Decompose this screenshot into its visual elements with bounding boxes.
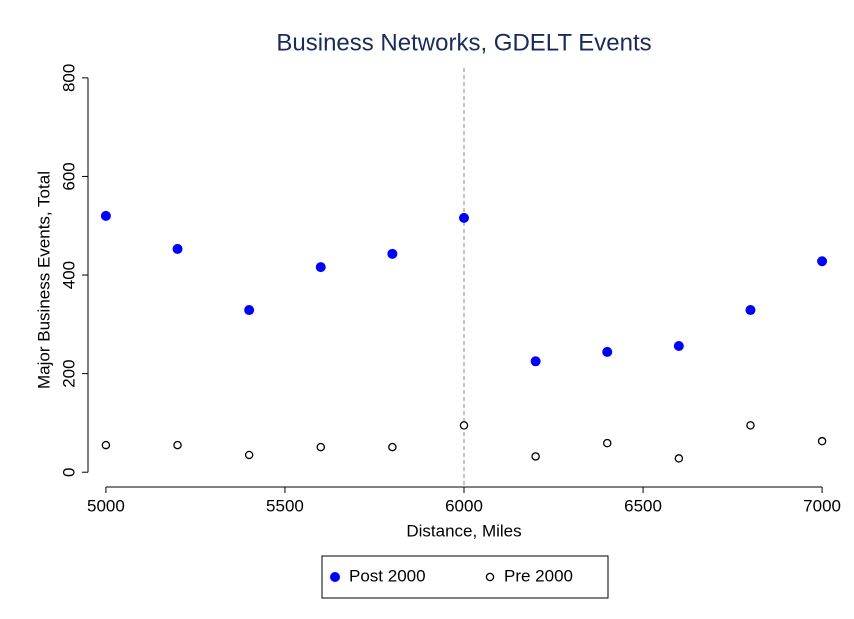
legend-marker (330, 572, 340, 582)
point (172, 243, 183, 254)
x-tick-label: 7000 (803, 496, 841, 515)
point (101, 440, 111, 450)
point (746, 421, 755, 430)
legend-box (321, 555, 609, 599)
x-tick-label: 5500 (266, 496, 304, 515)
x-tick-label: 6000 (445, 496, 483, 515)
point (459, 212, 469, 223)
point (244, 450, 254, 460)
point (173, 440, 182, 450)
point (817, 436, 827, 446)
point (602, 438, 612, 448)
x-tick-label: 5000 (87, 496, 125, 515)
y-axis-label: Major Business Events, Total (34, 171, 53, 389)
y-tick-label: 0 (59, 467, 78, 476)
point (387, 248, 398, 259)
point (602, 346, 613, 357)
y-tick-label: 800 (59, 64, 78, 92)
chart-title: Business Networks, GDELT Events (276, 29, 651, 56)
legend-label: Post 2000 (349, 566, 426, 585)
y-tick-label: 200 (59, 359, 78, 387)
point (530, 356, 541, 367)
point (244, 305, 255, 316)
legend-label: Pre 2000 (504, 566, 573, 585)
y-tick-label: 400 (59, 261, 78, 289)
point (531, 452, 540, 461)
point (316, 442, 326, 452)
point (745, 305, 756, 316)
legend-marker (485, 572, 495, 582)
point (673, 341, 684, 352)
point (817, 256, 828, 267)
x-tick-label: 6500 (624, 496, 662, 515)
point (459, 421, 469, 430)
y-tick-label: 600 (59, 162, 78, 190)
point (100, 210, 111, 221)
x-axis-label: Distance, Miles (406, 521, 521, 540)
point (388, 442, 397, 452)
point (674, 454, 684, 463)
point (315, 262, 326, 273)
